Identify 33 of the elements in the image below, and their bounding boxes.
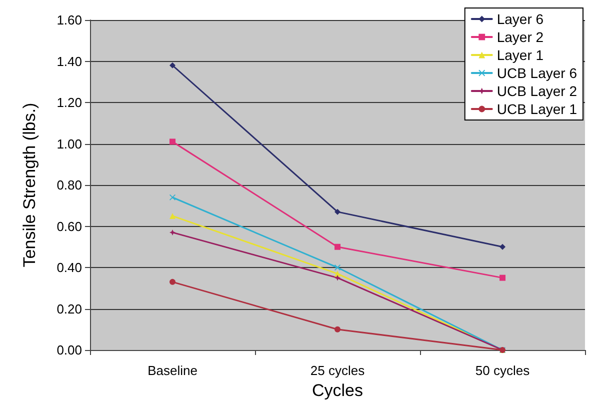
- point: [170, 62, 176, 68]
- y-tick-label: 1.20: [56, 95, 82, 110]
- y-tick-label: 0.60: [56, 218, 82, 234]
- x-tick-label: Baseline: [148, 363, 198, 378]
- y-tick-label: 0.20: [56, 301, 82, 316]
- legend-label: UCB Layer 6: [496, 65, 578, 81]
- y-tick-label: 0.40: [56, 260, 82, 275]
- point: [500, 274, 506, 281]
- y-tick-label: 1.40: [56, 54, 82, 69]
- point: [500, 244, 506, 250]
- x-tick-label: 25 cycles: [310, 363, 366, 378]
- legend-label: Layer 6: [496, 11, 544, 27]
- legend-label: UCB Layer 1: [496, 101, 578, 117]
- legend-label: Layer 1: [496, 47, 544, 63]
- point: [334, 264, 340, 270]
- y-tick-label: 0.80: [56, 178, 82, 192]
- point: [334, 208, 340, 215]
- y-tick-label: 1.00: [56, 136, 82, 152]
- y-tick-label: 1.60: [56, 12, 82, 28]
- point: [334, 326, 340, 332]
- point: [170, 229, 176, 236]
- point: [170, 212, 176, 219]
- x-axis-title: Cycles: [312, 380, 364, 400]
- legend-label: UCB Layer 2: [496, 83, 578, 99]
- y-axis-title: Tensile Strength (lbs.): [20, 102, 39, 268]
- x-tick-label: 50 cycles: [475, 363, 530, 378]
- point: [170, 278, 176, 285]
- legend-label: Layer 2: [496, 29, 544, 45]
- point: [334, 274, 340, 281]
- point: [334, 244, 340, 250]
- point: [170, 138, 176, 145]
- point: [334, 270, 340, 277]
- y-tick-label: 0.00: [56, 342, 82, 358]
